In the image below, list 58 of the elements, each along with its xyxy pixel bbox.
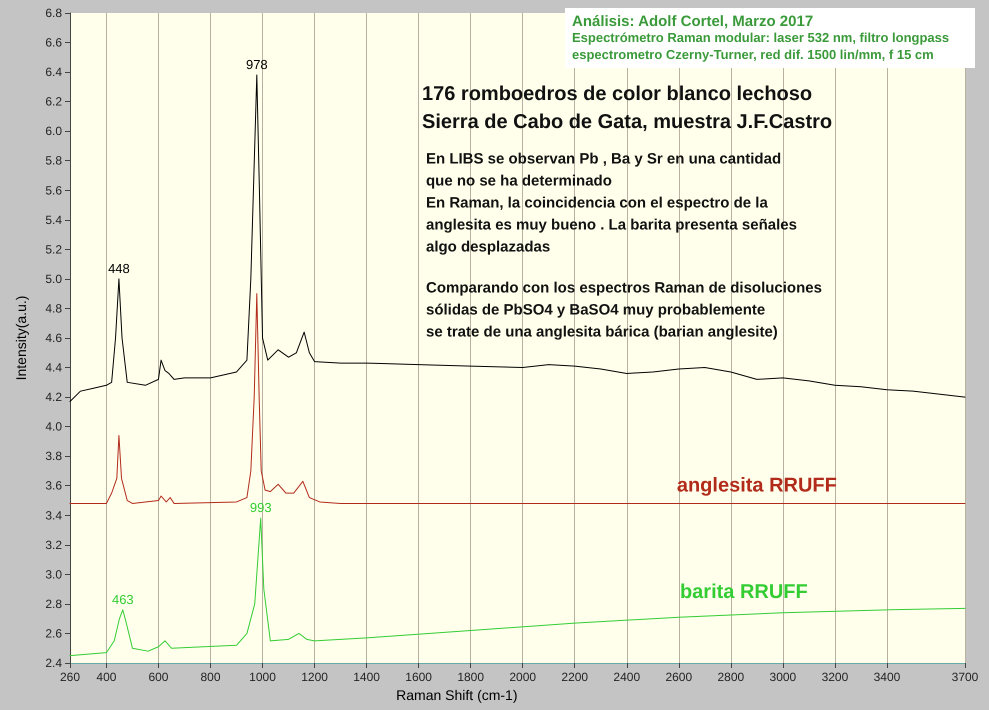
x-tick-label: 800: [200, 670, 221, 684]
annotation: espectrometro Czerny-Turner, red dif. 1500 lin/mm, f 15 cm: [572, 47, 934, 62]
annotation: Análisis: Adolf Cortel, Marzo 2017: [572, 13, 814, 30]
x-tick-label: 2400: [613, 670, 640, 684]
y-tick-label: 6.2: [45, 94, 62, 109]
x-tick-label: 600: [148, 670, 169, 684]
annotation: 448: [108, 260, 130, 276]
y-tick-label: 6.0: [45, 124, 62, 138]
x-tick-label: 1800: [457, 670, 484, 684]
x-tick-label: 1200: [301, 670, 328, 684]
series-label: barita RRUFF: [680, 581, 808, 604]
y-tick-label: 4.6: [45, 331, 62, 345]
y-tick-label: 6.4: [45, 65, 62, 80]
y-tick-label: 3.0: [45, 567, 62, 582]
x-tick-label: 3200: [822, 670, 849, 684]
y-tick-label: 2.6: [45, 626, 62, 640]
y-tick-label: 5.8: [45, 154, 62, 168]
y-tick-label: 5.6: [45, 183, 62, 198]
y-axis-title: Intensity(a.u.): [13, 296, 29, 380]
x-tick-label: 2600: [665, 670, 692, 684]
x-tick-label: 260: [60, 670, 80, 684]
x-tick-label: 3400: [874, 670, 901, 684]
y-tick-label: 3.6: [45, 478, 62, 493]
y-tick-label: 5.0: [45, 272, 62, 286]
y-tick-label: 5.2: [45, 242, 62, 256]
annotation: 463: [112, 592, 134, 607]
x-tick-label: 2200: [561, 670, 588, 684]
y-tick-label: 5.4: [45, 212, 62, 227]
y-tick-label: 6.6: [45, 36, 62, 50]
annotation: En LIBS se observan Pb , Ba y Sr en una cantidad que no se ha determinado En Raman, la coincidencia con el espectro de la anglesita es muy bueno . La barita presenta señales algo desplazadas: [426, 150, 797, 256]
y-tick-label: 3.8: [45, 449, 62, 464]
y-tick-label: 3.4: [45, 508, 62, 522]
line-series: [70, 74, 966, 402]
x-tick-label: 1400: [353, 670, 380, 684]
x-tick-label: 400: [96, 670, 117, 684]
x-tick-label: 1000: [249, 670, 276, 684]
x-tick-label: 3000: [770, 670, 797, 684]
y-tick-label: 3.2: [45, 538, 62, 552]
y-tick-label: 4.4: [45, 360, 62, 375]
x-tick-label: 2800: [717, 670, 745, 684]
y-tick-label: 2.4: [45, 656, 62, 670]
x-axis-title: Raman Shift (cm-1): [396, 686, 518, 703]
x-tick-label: 2000: [509, 670, 536, 684]
x-tick-label: 3700: [952, 670, 979, 684]
annotation: 993: [250, 500, 272, 516]
y-tick-label: 6.8: [45, 6, 62, 20]
line-series: [70, 518, 966, 656]
y-tick-label: 2.8: [45, 596, 62, 611]
annotation: Espectrómetro Raman modular: laser 532 nm, filtro longpass: [572, 30, 950, 45]
y-tick-label: 4.0: [45, 420, 62, 434]
text: Sierra de Cabo de Gata, muestra J.F.Castro: [422, 111, 832, 133]
x-tick-label: 1600: [405, 670, 432, 684]
annotation: Comparando con los espectros Raman de disoluciones sólidas de PbSO4 y BaSO4 muy probablemente se trate de una anglesita bárica (barian anglesite): [426, 280, 822, 340]
y-tick-label: 4.8: [45, 301, 62, 316]
text: 176 romboedros de color blanco lechoso: [422, 83, 812, 105]
annotation: 978: [246, 57, 268, 72]
series-label: anglesita RRUFF: [676, 474, 837, 497]
y-tick-label: 4.2: [45, 390, 62, 404]
